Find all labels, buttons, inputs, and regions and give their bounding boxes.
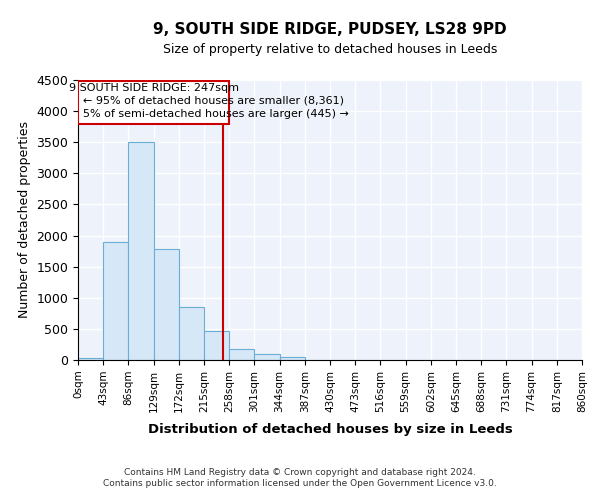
Text: Size of property relative to detached houses in Leeds: Size of property relative to detached ho…	[163, 42, 497, 56]
Text: ← 95% of detached houses are smaller (8,361): ← 95% of detached houses are smaller (8,…	[83, 96, 344, 106]
Bar	[128, 142, 154, 360]
Text: 9, SOUTH SIDE RIDGE, PUDSEY, LS28 9PD: 9, SOUTH SIDE RIDGE, PUDSEY, LS28 9PD	[153, 22, 507, 38]
Bar	[179, 307, 204, 360]
FancyBboxPatch shape	[78, 81, 229, 124]
Bar	[229, 349, 254, 360]
Text: 5% of semi-detached houses are larger (445) →: 5% of semi-detached houses are larger (4…	[83, 109, 349, 119]
Bar	[154, 249, 179, 360]
Text: Contains HM Land Registry data © Crown copyright and database right 2024.
Contai: Contains HM Land Registry data © Crown c…	[103, 468, 497, 487]
X-axis label: Distribution of detached houses by size in Leeds: Distribution of detached houses by size …	[148, 423, 512, 436]
Bar	[204, 332, 229, 360]
Text: 9 SOUTH SIDE RIDGE: 247sqm: 9 SOUTH SIDE RIDGE: 247sqm	[68, 83, 239, 93]
Bar	[280, 357, 305, 360]
Bar	[103, 242, 128, 360]
Bar	[254, 354, 280, 360]
Bar	[78, 358, 103, 360]
Y-axis label: Number of detached properties: Number of detached properties	[18, 122, 31, 318]
